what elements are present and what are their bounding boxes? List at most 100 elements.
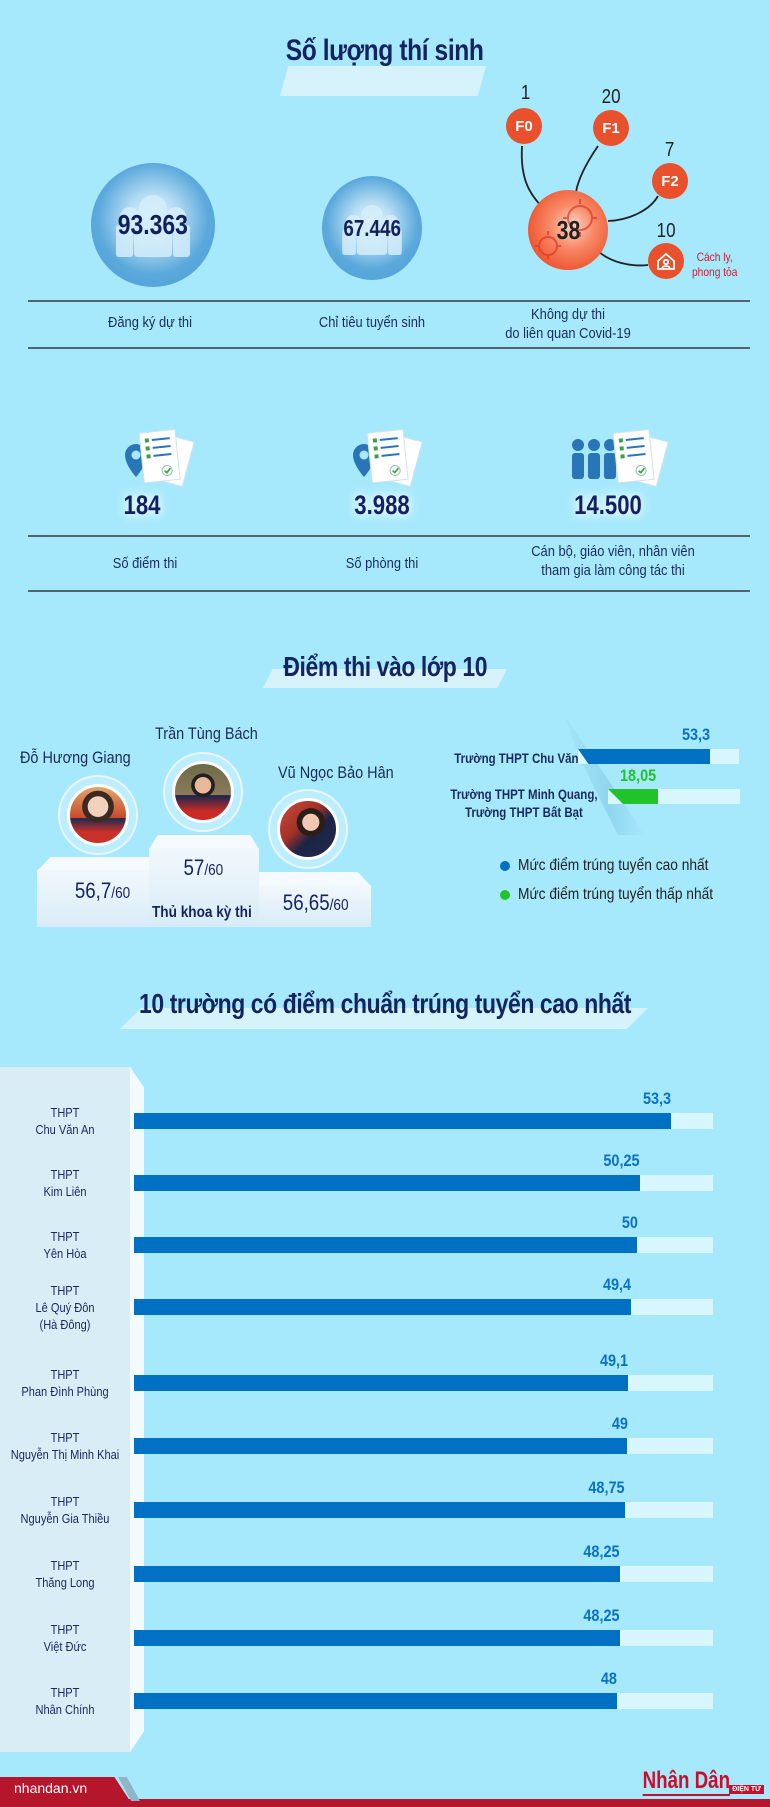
bar-track bbox=[134, 1299, 713, 1315]
score-value: 48,25 bbox=[583, 1606, 620, 1625]
comparison-high-track bbox=[578, 749, 739, 764]
quota-label: Chỉ tiêu tuyển sinh bbox=[318, 314, 426, 331]
score-value: 48 bbox=[601, 1669, 618, 1688]
student-right-name: Vũ Ngọc Bảo Hân bbox=[278, 763, 394, 782]
bar-track bbox=[134, 1175, 713, 1191]
student-left-avatar-ring bbox=[58, 775, 138, 855]
score-bar[interactable] bbox=[134, 1175, 640, 1191]
score-value: 49,1 bbox=[600, 1351, 629, 1370]
score-bar[interactable] bbox=[134, 1693, 618, 1709]
student-left-score: 56,7/60 bbox=[74, 878, 131, 903]
sites-value: 184 bbox=[123, 490, 161, 520]
brand-logo-sub: ĐIỆN TỬ bbox=[729, 1785, 764, 1794]
school-label: THPT Nhân Chính bbox=[35, 1685, 95, 1717]
school-label: THPT Yên Hòa bbox=[43, 1229, 87, 1261]
school-label: THPT Chu Văn An bbox=[35, 1105, 95, 1137]
score-bar[interactable] bbox=[134, 1630, 620, 1646]
section2-title-band bbox=[263, 669, 507, 688]
f1-count: 20 bbox=[601, 86, 621, 108]
comparison-high-school: Trường THPT Chu Văn An bbox=[454, 750, 597, 766]
sites-label: Số điểm thi bbox=[112, 555, 178, 572]
f0-node: F0 bbox=[506, 108, 542, 144]
footer-site-link[interactable]: nhandan.vn bbox=[14, 1780, 88, 1796]
legend-high: Mức điểm trúng tuyển cao nhất bbox=[500, 857, 740, 875]
legend-low: Mức điểm trúng tuyển thấp nhất bbox=[500, 886, 745, 904]
staff-label: Cán bộ, giáo viên, nhân viên tham gia là… bbox=[531, 543, 695, 579]
quarantine-note: Cách ly, phong tỏa bbox=[692, 250, 738, 279]
quarantine-node bbox=[648, 243, 684, 279]
score-bar[interactable] bbox=[134, 1502, 625, 1518]
score-value: 48,75 bbox=[588, 1478, 625, 1497]
bar-track bbox=[134, 1566, 713, 1582]
section3-title-band bbox=[120, 1008, 648, 1029]
school-label: THPT Nguyễn Thị Minh Khai bbox=[10, 1430, 120, 1462]
footer-bar bbox=[0, 1799, 770, 1807]
footer-site-tab bbox=[0, 1777, 130, 1801]
score-value: 50 bbox=[621, 1213, 638, 1232]
f1-node: F1 bbox=[593, 110, 629, 146]
section1-title: Số lượng thí sinh bbox=[286, 34, 484, 67]
school-label: THPT Kim Liên bbox=[43, 1167, 87, 1199]
quota-value: 67.446 bbox=[343, 214, 401, 241]
bar-track bbox=[134, 1630, 713, 1646]
bar-track bbox=[134, 1693, 713, 1709]
school-label-panel bbox=[0, 1067, 130, 1752]
registered-circle: 93.363 bbox=[91, 163, 215, 287]
f2-count: 7 bbox=[664, 139, 675, 161]
podium-step-right bbox=[259, 885, 371, 927]
score-bar[interactable] bbox=[134, 1438, 628, 1454]
student-right-score: 56,65/60 bbox=[282, 890, 349, 915]
school-label: THPT Thăng Long bbox=[35, 1558, 95, 1590]
bar-track bbox=[134, 1237, 713, 1253]
podium-step-center bbox=[149, 848, 259, 927]
student-left-name: Đỗ Hương Giang bbox=[20, 748, 131, 767]
legend-high-dot bbox=[500, 861, 510, 871]
covid-connector-lines bbox=[520, 145, 659, 267]
rooms-label: Số phòng thi bbox=[345, 555, 419, 572]
people-documents-icon bbox=[572, 428, 669, 488]
registered-label: Đăng ký dự thi bbox=[108, 314, 192, 331]
score-bar[interactable] bbox=[134, 1299, 632, 1315]
f0-count: 1 bbox=[520, 82, 531, 104]
divider bbox=[28, 590, 750, 592]
staff-value: 14.500 bbox=[574, 490, 642, 520]
student-center-name: Trần Tùng Bách bbox=[155, 724, 258, 743]
section2-title: Điểm thi vào lớp 10 bbox=[283, 651, 487, 682]
people-icon bbox=[116, 195, 190, 258]
comparison-low-bar[interactable] bbox=[608, 789, 659, 804]
covid-label: Không dự thi do liên quan Covid-19 bbox=[505, 306, 631, 342]
score-bar[interactable] bbox=[134, 1237, 638, 1253]
house-icon bbox=[657, 252, 675, 270]
score-bar[interactable] bbox=[134, 1566, 620, 1582]
virus-icon bbox=[535, 199, 597, 259]
rooms-value: 3.988 bbox=[354, 490, 410, 520]
score-value: 48,25 bbox=[583, 1542, 620, 1561]
covid-total-circle: 38 bbox=[528, 190, 608, 270]
school-label: THPT Việt Đức bbox=[43, 1622, 87, 1654]
brand-logo[interactable]: Nhân Dân bbox=[642, 1767, 730, 1796]
score-value: 49,4 bbox=[603, 1275, 632, 1294]
school-label-panel-edge bbox=[130, 1067, 144, 1752]
score-value: 50,25 bbox=[603, 1151, 640, 1170]
score-bar[interactable] bbox=[134, 1113, 671, 1129]
divider bbox=[28, 347, 750, 349]
quota-circle: 67.446 bbox=[322, 176, 422, 280]
podium-step-center-top bbox=[149, 835, 259, 849]
valedictorian-caption: Thủ khoa kỳ thi bbox=[152, 904, 252, 921]
bar-track bbox=[134, 1502, 713, 1518]
student-right-avatar-ring bbox=[268, 789, 348, 869]
map-pin-documents-icon bbox=[125, 428, 195, 488]
student-center-score: 57/60 bbox=[183, 855, 224, 880]
comparison-low-value: 18,05 bbox=[620, 766, 657, 785]
score-value: 53,3 bbox=[642, 1089, 671, 1108]
score-bar[interactable] bbox=[134, 1375, 629, 1391]
comparison-low-track bbox=[608, 789, 740, 804]
podium-step-left-top bbox=[37, 857, 149, 871]
section1-title-band bbox=[280, 66, 486, 96]
quarantine-count: 10 bbox=[656, 220, 676, 242]
registered-value: 93.363 bbox=[117, 209, 189, 240]
podium-step-right-top bbox=[259, 872, 371, 886]
bar-track bbox=[134, 1375, 713, 1391]
divider bbox=[28, 300, 750, 302]
comparison-high-bar[interactable] bbox=[578, 749, 711, 764]
